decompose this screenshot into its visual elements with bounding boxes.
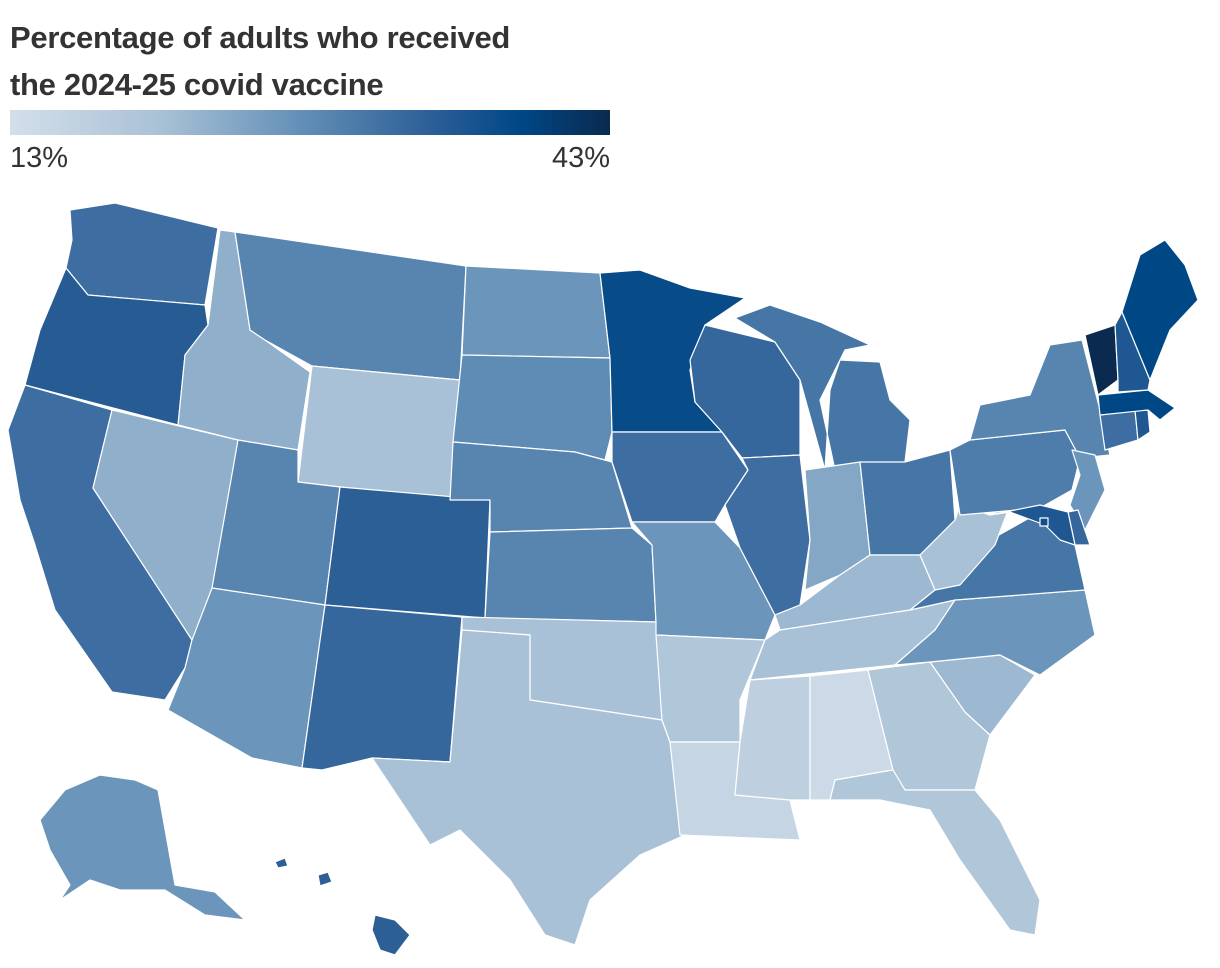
- state-nd[interactable]: [461, 265, 611, 359]
- state-ct[interactable]: [1099, 409, 1139, 451]
- state-hi[interactable]: [274, 857, 411, 956]
- state-pa[interactable]: [949, 429, 1081, 516]
- state-ak[interactable]: [29, 774, 246, 946]
- title-line-2: the 2024-25 covid vaccine: [10, 67, 384, 102]
- legend-max-label: 43%: [551, 142, 610, 174]
- state-md[interactable]: [989, 504, 1076, 546]
- state-wa[interactable]: [65, 202, 219, 306]
- state-ms[interactable]: [734, 675, 811, 801]
- map-title: Percentage of adults who received the 20…: [10, 14, 610, 108]
- legend-min-label: 13%: [10, 142, 69, 174]
- title-line-1: Percentage of adults who received: [10, 20, 511, 55]
- state-dc[interactable]: [1039, 517, 1049, 527]
- state-ks[interactable]: [484, 527, 657, 623]
- state-nm[interactable]: [301, 604, 463, 771]
- state-mn[interactable]: [599, 269, 746, 433]
- state-ri[interactable]: [1134, 409, 1151, 441]
- state-tx[interactable]: [371, 629, 686, 946]
- state-mi[interactable]: [734, 304, 911, 471]
- state-me[interactable]: [1121, 239, 1199, 381]
- state-co[interactable]: [324, 486, 491, 619]
- state-wy[interactable]: [297, 365, 461, 501]
- state-ny[interactable]: [969, 339, 1111, 459]
- legend-color-scale: [10, 110, 610, 135]
- state-fl[interactable]: [829, 769, 1041, 936]
